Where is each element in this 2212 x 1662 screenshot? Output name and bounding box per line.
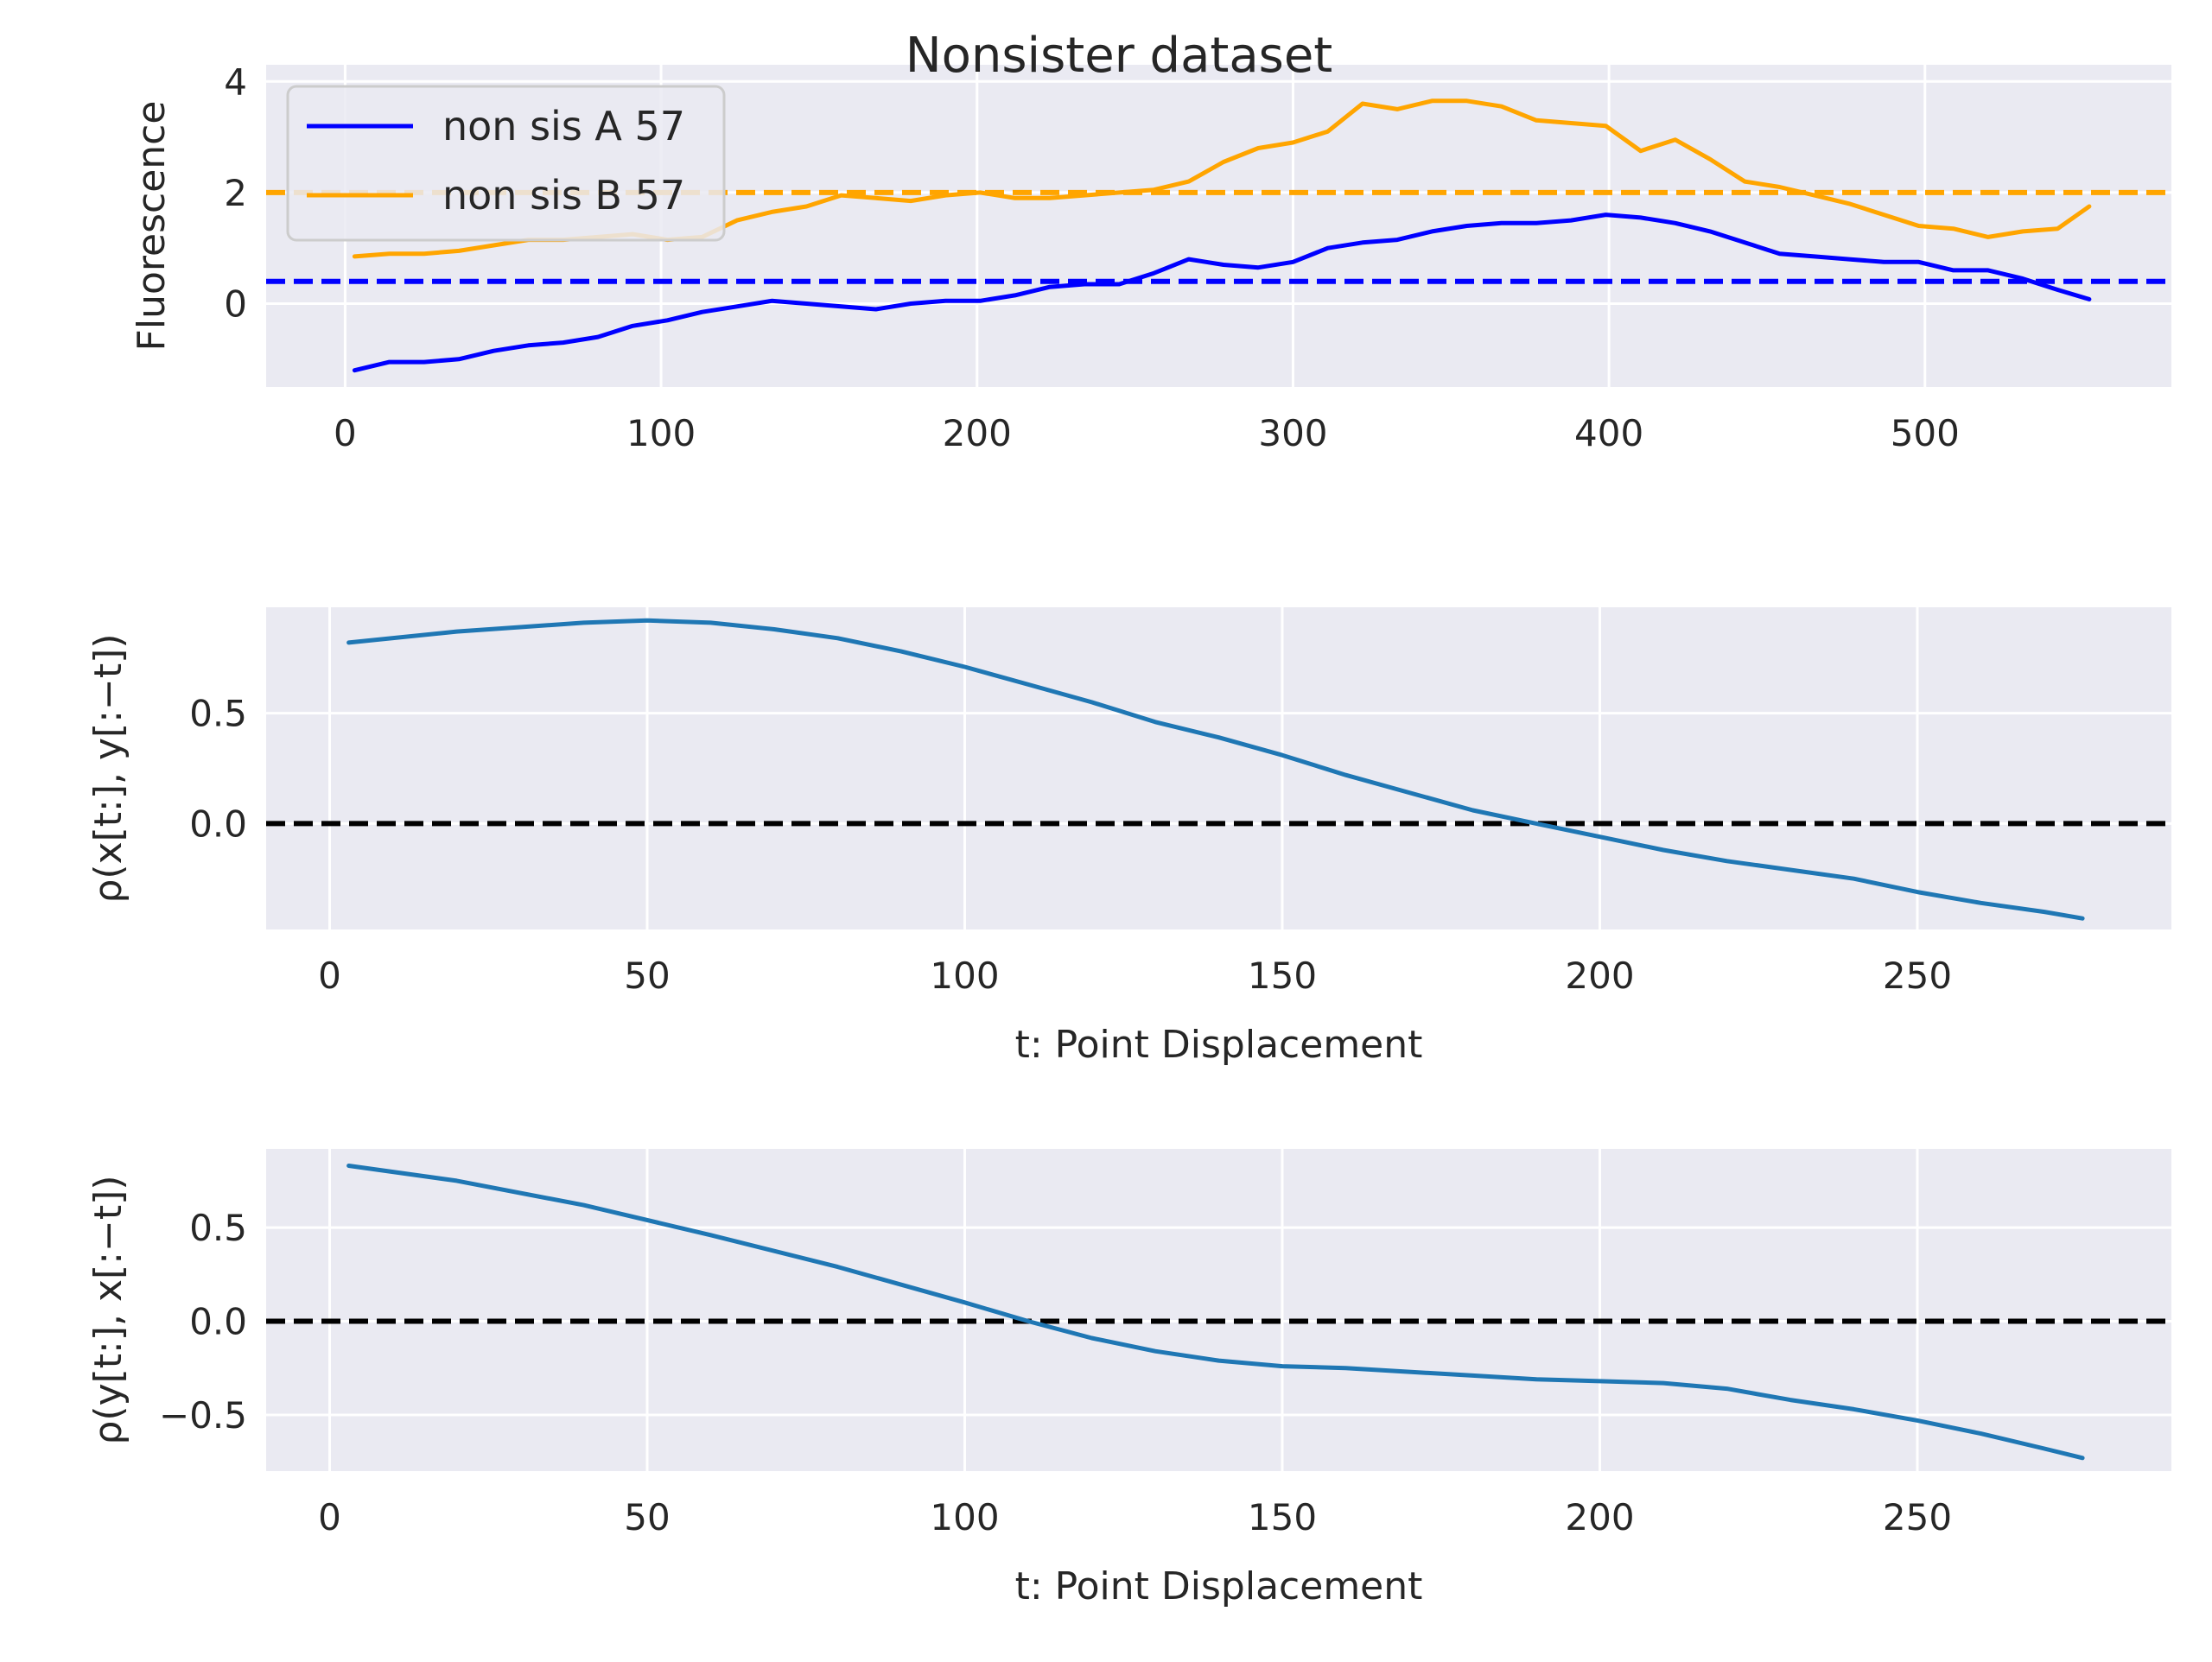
y-axis-label: ρ(y[t:], x[:−t])	[86, 1176, 130, 1445]
series-line	[346, 1164, 2085, 1461]
y-tick-label: 0.0	[189, 1301, 247, 1343]
legend-label: non sis B 57	[442, 172, 685, 219]
y-axis-label: Fluorescence	[130, 101, 174, 352]
x-tick-label: 300	[1258, 412, 1327, 454]
legend-label: non sis A 57	[442, 103, 685, 149]
cross-correlation-yx-panel: 0 50 100 150 200 250 −0.5 0.0 0.5 t: Point Displa…	[86, 1149, 2171, 1608]
x-tick-label: 100	[930, 955, 999, 997]
series-line-non-sis-a-57	[352, 213, 2092, 373]
x-tick-label: 200	[1565, 955, 1634, 997]
x-tick-label: 0	[334, 412, 357, 454]
y-tick-label: 0.5	[189, 693, 247, 735]
x-tick-label: 50	[624, 1496, 670, 1538]
y-axis-label: ρ(x[t:], y[:−t])	[86, 634, 130, 904]
figure-title: Nonsister dataset	[906, 28, 1333, 84]
x-axis-label: t: Point Displacement	[1015, 1023, 1423, 1067]
x-tick-label: 200	[1565, 1496, 1634, 1538]
plot-area	[266, 1149, 2171, 1471]
y-tick-label: 4	[224, 60, 247, 103]
series-line	[346, 618, 2085, 921]
x-tick-label: 150	[1248, 955, 1317, 997]
y-tick-label: 0	[224, 283, 247, 326]
x-tick-label: 400	[1574, 412, 1643, 454]
x-axis-label: t: Point Displacement	[1015, 1564, 1423, 1608]
x-tick-label: 0	[318, 1496, 341, 1538]
plot-area	[266, 607, 2171, 929]
y-tick-label: 2	[224, 172, 247, 214]
x-tick-label: 50	[624, 955, 670, 997]
y-tick-label: −0.5	[159, 1394, 247, 1437]
legend: non sis A 57 non sis B 57	[286, 85, 726, 242]
y-tick-label: 0.0	[189, 802, 247, 845]
y-tick-label: 0.5	[189, 1207, 247, 1249]
cross-correlation-xy-panel: 0 50 100 150 200 250 0.0 0.5 t: Point Displaceme…	[86, 607, 2171, 1067]
x-tick-label: 250	[1883, 955, 1952, 997]
x-tick-label: 100	[626, 412, 696, 454]
x-tick-label: 250	[1883, 1496, 1952, 1538]
x-tick-label: 100	[930, 1496, 999, 1538]
x-tick-label: 150	[1248, 1496, 1317, 1538]
x-tick-label: 0	[318, 955, 341, 997]
x-tick-label: 200	[943, 412, 1012, 454]
x-tick-label: 500	[1891, 412, 1960, 454]
